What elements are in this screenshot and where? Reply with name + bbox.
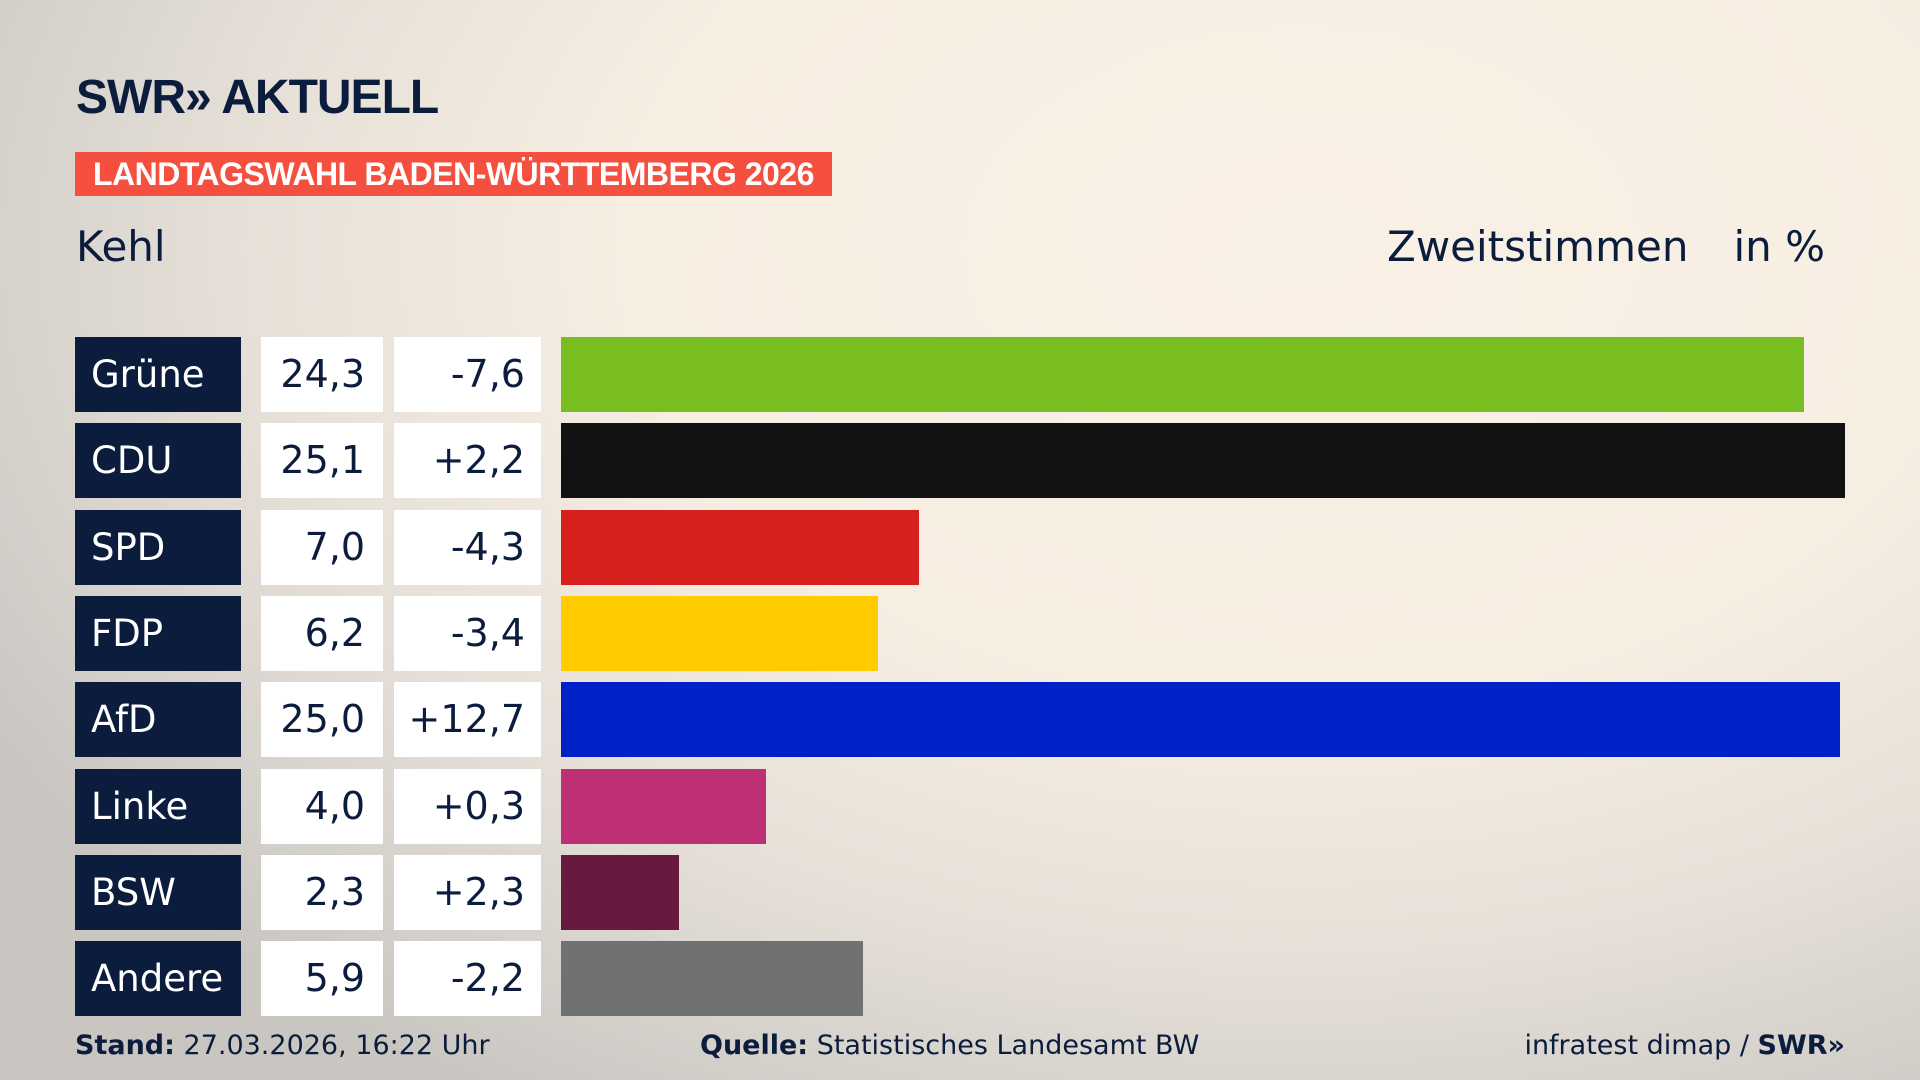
party-label: AfD — [75, 682, 241, 758]
party-label: CDU — [75, 423, 241, 499]
party-label: SPD — [75, 509, 241, 585]
vote-change: +2,2 — [394, 423, 541, 499]
bar-afd — [561, 682, 1840, 758]
party-label: Andere — [75, 941, 241, 1017]
vote-change: +2,3 — [394, 854, 541, 930]
vote-share: 25,1 — [261, 423, 383, 499]
bar-spd — [561, 509, 920, 585]
vote-change: -7,6 — [394, 337, 541, 412]
vote-change: +12,7 — [394, 682, 541, 758]
bar-cdu — [561, 423, 1845, 499]
result-row: FDP 6,2 -3,4 — [0, 595, 1920, 671]
result-row: AfD 25,0 +12,7 — [0, 682, 1920, 758]
result-row: CDU 25,1 +2,2 — [0, 423, 1920, 499]
party-label: Grüne — [75, 337, 241, 412]
result-row: Andere 5,9 -2,2 — [0, 941, 1920, 1017]
party-label: FDP — [75, 595, 241, 671]
vote-share: 25,0 — [261, 682, 383, 758]
party-label: BSW — [75, 854, 241, 930]
result-row: Grüne 24,3 -7,6 — [0, 337, 1920, 412]
vote-share: 4,0 — [261, 768, 383, 844]
swr-logo: SWR» — [1757, 1030, 1845, 1061]
vote-type-label: Zweitstimmen — [1387, 222, 1689, 271]
bar-fdp — [561, 595, 879, 671]
timestamp: Stand: 27.03.2026, 16:22 Uhr — [75, 1030, 490, 1061]
vote-share: 6,2 — [261, 595, 383, 671]
result-row: Linke 4,0 +0,3 — [0, 768, 1920, 844]
result-row: SPD 7,0 -4,3 — [0, 509, 1920, 585]
result-row: BSW 2,3 +2,3 — [0, 854, 1920, 930]
credit: infratest dimap / SWR» — [1524, 1030, 1845, 1061]
region-title: Kehl — [76, 222, 166, 271]
vote-share: 7,0 — [261, 509, 383, 585]
bar-andere — [561, 941, 863, 1017]
party-label: Linke — [75, 768, 241, 844]
vote-change: -2,2 — [394, 941, 541, 1017]
vote-change: +0,3 — [394, 768, 541, 844]
vote-share: 2,3 — [261, 854, 383, 930]
bar-linke — [561, 768, 766, 844]
vote-share: 24,3 — [261, 337, 383, 412]
vote-share: 5,9 — [261, 941, 383, 1017]
bar-bsw — [561, 854, 679, 930]
chart-header-right: Zweitstimmen in % — [1387, 222, 1825, 271]
unit-label: in % — [1733, 222, 1825, 271]
swr-aktuell-logo: SWR» AKTUELL — [76, 71, 439, 124]
vote-change: -4,3 — [394, 509, 541, 585]
election-banner: LANDTAGSWAHL BADEN-WÜRTTEMBERG 2026 — [75, 152, 832, 196]
vote-change: -3,4 — [394, 595, 541, 671]
bar-grüne — [561, 337, 1805, 412]
source: Quelle: Statistisches Landesamt BW — [700, 1030, 1200, 1061]
